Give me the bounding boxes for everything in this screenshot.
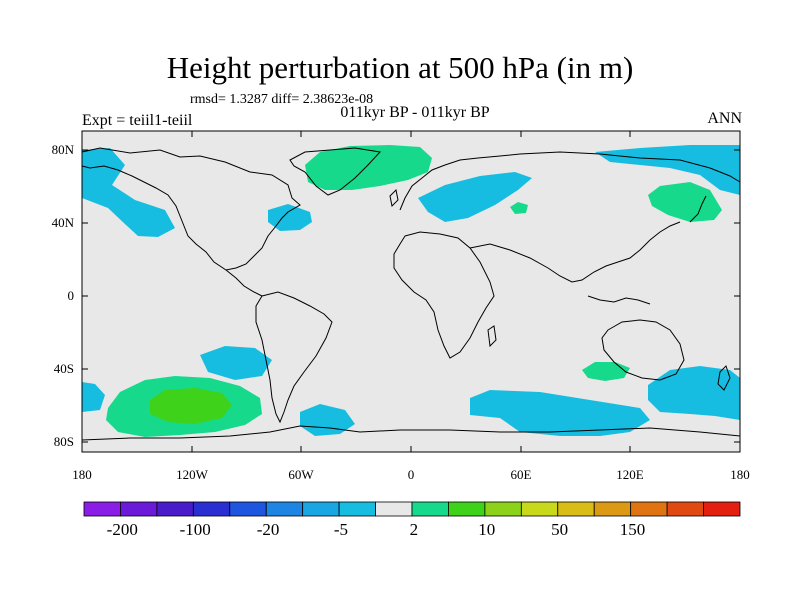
- coast-australia: [601, 319, 685, 381]
- colorbar-label: -200: [107, 520, 138, 539]
- lon-label-60w: 60W: [288, 467, 314, 482]
- colorbar-swatch: [120, 501, 158, 517]
- colorbar-swatch: [520, 501, 559, 517]
- lat-label-0: 0: [68, 288, 75, 303]
- lon-label-60e: 60E: [511, 467, 532, 482]
- patch-north-atlantic-west: [268, 204, 312, 231]
- patch-southern-pacific-east: [648, 366, 740, 420]
- latitude-ticks: [82, 149, 740, 443]
- colorbar-label: 50: [551, 520, 568, 539]
- coast-europe: [399, 153, 521, 211]
- coast-central-america: [225, 269, 263, 297]
- colorbar-swatch: [448, 501, 486, 517]
- coast-greenland: [289, 147, 382, 196]
- lat-label-80n: 80N: [52, 142, 75, 157]
- rmsd-label: rmsd= 1.3287 diff= 2.38623e-08: [190, 92, 374, 107]
- colorbar-swatch: [375, 501, 413, 517]
- colorbar-label: -5: [334, 520, 348, 539]
- colorbar-swatch: [338, 501, 376, 517]
- patch-south-indian-small: [582, 362, 630, 381]
- patch-greenland: [305, 145, 432, 190]
- coast-south-asia: [469, 221, 681, 283]
- colorbar-label: -100: [180, 520, 211, 539]
- lon-label-120e: 120E: [616, 467, 644, 482]
- coast-new-zealand: [717, 365, 731, 391]
- lon-label-180e: 180: [730, 467, 750, 482]
- colorbar: [83, 501, 741, 517]
- colorbar-swatch: [229, 501, 267, 517]
- colorbar-swatch: [484, 501, 522, 517]
- colorbar-label: -20: [257, 520, 280, 539]
- patch-east-asia: [648, 182, 722, 222]
- patch-southern-indian: [470, 390, 650, 436]
- map-title: Height perturbation at 500 hPa (in m): [166, 50, 634, 85]
- colorbar-labels: -200 -100 -20 -5 2 10 50 150: [107, 520, 646, 539]
- longitude-labels: 180 120W 60W 0 60E 120E 180: [72, 467, 750, 482]
- patch-southwest-edge: [82, 382, 105, 412]
- colorbar-swatch: [703, 501, 741, 517]
- coastlines: [81, 147, 741, 441]
- longitude-ticks: [81, 131, 741, 452]
- negative-anomaly-patches: [82, 145, 740, 436]
- patch-south-pacific-core: [150, 388, 232, 424]
- coast-uk: [389, 188, 399, 208]
- patch-europe: [418, 172, 532, 222]
- colorbar-swatch: [156, 501, 194, 517]
- coast-madagascar: [487, 325, 497, 348]
- experiment-label: Expt = teiil1-teiil: [82, 112, 193, 129]
- colorbar-swatch: [302, 501, 340, 517]
- season-label: ANN: [707, 110, 742, 127]
- colorbar-swatch: [557, 501, 595, 517]
- colorbar-swatch: [83, 501, 121, 517]
- lon-label-180w: 180: [72, 467, 92, 482]
- latitude-labels: 80N 40N 0 40S 80S: [52, 142, 75, 449]
- colorbar-label: 2: [410, 520, 419, 539]
- lat-label-40s: 40S: [54, 361, 74, 376]
- colorbar-label: 150: [620, 520, 646, 539]
- lon-label-0: 0: [408, 467, 415, 482]
- colorbar-swatch: [192, 501, 231, 517]
- lon-label-120w: 120W: [176, 467, 209, 482]
- coast-south-america: [255, 291, 333, 424]
- lat-label-80s: 80S: [54, 434, 74, 449]
- patch-south-pacific: [200, 346, 272, 380]
- period-label: 011kyr BP - 011kyr BP: [340, 104, 490, 121]
- coast-north-america: [81, 147, 301, 271]
- coast-africa: [393, 231, 495, 359]
- coast-antarctica: [81, 425, 741, 441]
- colorbar-swatch: [593, 501, 632, 517]
- colorbar-label: 10: [478, 520, 495, 539]
- patch-caspian: [510, 202, 528, 214]
- coast-asia: [519, 151, 741, 183]
- colorbar-swatch: [630, 501, 668, 517]
- coast-japan: [689, 195, 707, 223]
- patch-south-atlantic: [300, 404, 355, 436]
- patch-north-pacific: [82, 148, 175, 237]
- colorbar-swatch: [265, 501, 304, 517]
- coast-indonesia: [587, 295, 651, 305]
- colorbar-swatch: [666, 501, 704, 517]
- colorbar-swatch: [411, 501, 449, 517]
- lat-label-40n: 40N: [52, 215, 75, 230]
